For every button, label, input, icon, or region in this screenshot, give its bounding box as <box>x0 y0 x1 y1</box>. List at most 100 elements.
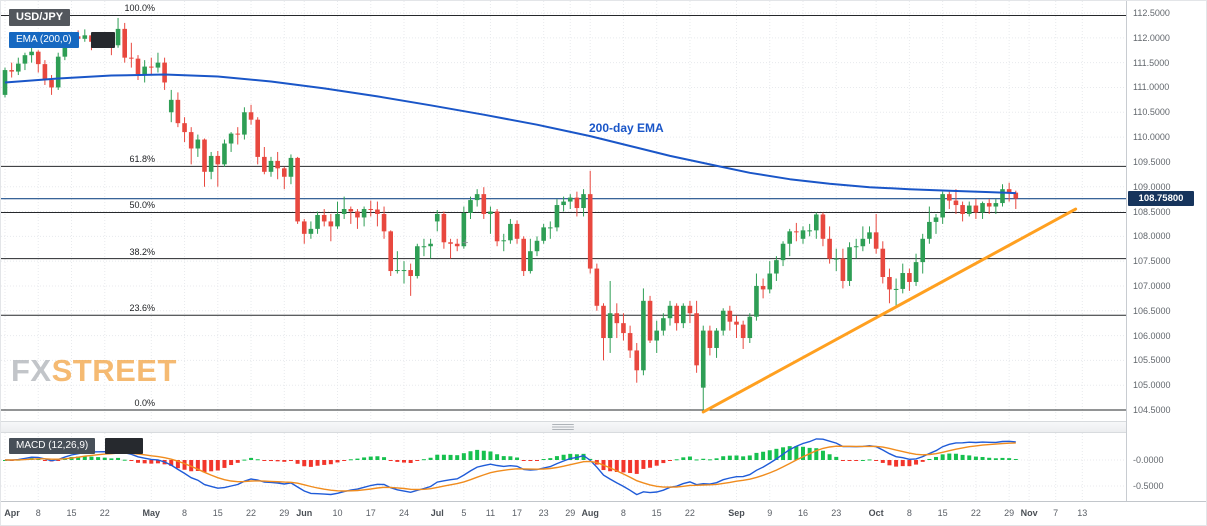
candle-body <box>574 197 580 209</box>
macd-histogram-bar <box>136 460 140 463</box>
candle-body <box>760 285 766 290</box>
macd-histogram-bar <box>461 453 466 460</box>
candle-body <box>747 316 753 339</box>
candle-body <box>900 273 906 289</box>
macd-histogram-bar <box>973 456 978 460</box>
candle-body <box>907 273 912 282</box>
macd-histogram-bar <box>269 460 273 462</box>
macd-histogram-bar <box>840 460 845 461</box>
candle-body <box>714 330 719 348</box>
macd-histogram-bar <box>355 458 360 460</box>
ema-indicator-badge[interactable]: EMA (200,0) <box>9 32 79 48</box>
macd-histogram-bar <box>867 459 872 461</box>
price-axis-tick: 108.5000 <box>1133 206 1171 217</box>
price-axis-tick: 110.5000 <box>1133 107 1170 118</box>
macd-histogram-bar <box>674 459 679 461</box>
time-axis-label: Jul <box>430 508 444 518</box>
price-axis-tick: 105.0000 <box>1133 380 1171 391</box>
candle-body <box>395 270 400 272</box>
macd-histogram-bar <box>122 459 127 461</box>
fxstreet-watermark-street: STREET <box>51 353 177 388</box>
macd-histogram-bar <box>880 460 885 463</box>
macd-histogram-bar <box>860 459 865 461</box>
macd-histogram-bar <box>195 460 200 471</box>
candle-body <box>242 112 247 135</box>
macd-histogram-bar <box>1000 457 1005 460</box>
macd-histogram-bar <box>634 460 639 474</box>
candle-body <box>700 330 706 388</box>
price-axis-tick: 110.0000 <box>1133 132 1170 143</box>
time-axis-label: 29 <box>279 508 290 518</box>
macd-signal-line <box>5 442 1016 492</box>
macd-histogram-bar <box>754 452 759 460</box>
candle-body <box>301 221 307 234</box>
time-axis-label: Nov <box>1020 508 1038 518</box>
candle-body <box>175 99 181 124</box>
candle-body <box>887 277 892 290</box>
candle-body <box>328 221 334 227</box>
macd-histogram-bar <box>242 459 247 461</box>
candle-body <box>973 205 979 213</box>
macd-indicator-badge[interactable]: MACD (12,26,9) <box>9 438 96 454</box>
candle-body <box>893 288 899 290</box>
candle-body <box>993 203 999 207</box>
price-pane-canvas[interactable] <box>1 1 1126 421</box>
candle-body <box>681 305 686 324</box>
price-axis-tick: 105.5000 <box>1133 355 1171 366</box>
candle-body <box>142 66 147 75</box>
candle-body <box>454 243 460 247</box>
macd-histogram-bar <box>76 456 81 460</box>
macd-histogram-bar <box>734 455 739 460</box>
macd-histogram-bar <box>894 460 899 467</box>
candle-body <box>534 240 540 252</box>
candle-body <box>474 194 480 201</box>
macd-histogram-bar <box>89 456 94 460</box>
time-axis-label: Jun <box>296 508 313 518</box>
candle-body <box>667 305 673 319</box>
candle-body <box>514 223 520 239</box>
candle-body <box>867 232 872 239</box>
candle-body <box>228 133 234 144</box>
macd-pane-canvas[interactable] <box>1 433 1126 501</box>
price-axis-tick: 112.0000 <box>1133 32 1170 43</box>
macd-histogram-bar <box>308 460 313 467</box>
macd-histogram-bar <box>435 454 440 460</box>
time-axis-label: 24 <box>398 508 409 518</box>
macd-histogram-bar <box>554 456 559 460</box>
macd-histogram-bar <box>628 460 633 474</box>
price-axis-tick: 111.0000 <box>1133 82 1170 93</box>
candle-body <box>282 168 287 177</box>
candle-body <box>255 119 260 157</box>
candle-body <box>820 214 826 239</box>
candle-body <box>966 205 972 214</box>
candle-body <box>381 213 387 232</box>
time-axis-label: 22 <box>246 508 257 518</box>
macd-histogram-bar <box>475 449 480 460</box>
macd-histogram-bar <box>255 459 260 461</box>
macd-histogram-bar <box>368 456 373 460</box>
macd-histogram-bar <box>980 456 985 460</box>
pane-resize-handle[interactable] <box>552 424 574 430</box>
macd-histogram-bar <box>129 460 134 461</box>
macd-histogram-bar <box>541 459 546 461</box>
macd-histogram-bar <box>820 450 825 460</box>
macd-histogram-bar <box>707 459 712 461</box>
candle-body <box>767 273 773 290</box>
time-axis-label: 22 <box>684 508 695 518</box>
time-axis-label: 17 <box>365 508 376 518</box>
price-axis[interactable]: 108.75800 112.5000 112.0000 111.5000 111.00… <box>1126 1 1206 501</box>
price-axis-tick: 108.0000 <box>1133 231 1171 242</box>
candle-body <box>561 201 566 206</box>
time-axis[interactable]: Apr 8 15 22 May 8 15 22 29 Jun 10 17 24 Jul 5 11 17 23 29 A… <box>1 501 1206 525</box>
macd-histogram-bar <box>375 456 380 460</box>
ema-value-box <box>91 32 115 48</box>
candle-body <box>375 209 380 214</box>
macd-histogram-bar <box>681 457 686 460</box>
macd-histogram-bar <box>940 454 945 460</box>
symbol-badge[interactable]: USD/JPY <box>9 9 71 26</box>
time-axis-label: 13 <box>1077 508 1088 518</box>
candle-body <box>661 318 666 331</box>
candle-body <box>833 258 839 260</box>
macd-histogram-bar <box>927 458 932 460</box>
